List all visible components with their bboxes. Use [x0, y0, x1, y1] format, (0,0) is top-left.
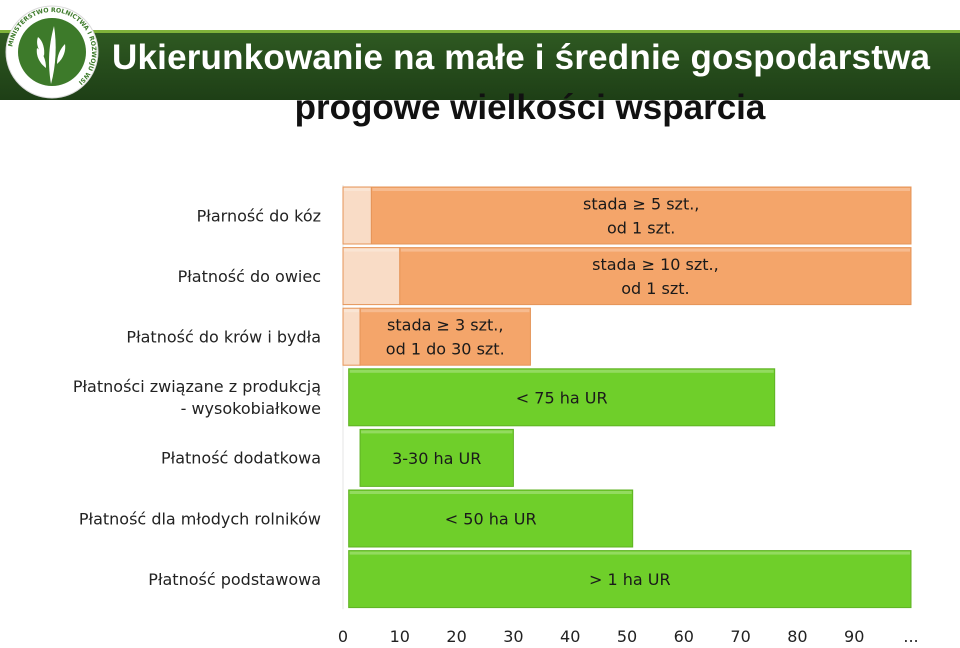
bar: [342, 307, 361, 366]
bar-highlight: [349, 369, 774, 373]
data-label: od 1 szt.: [621, 279, 689, 298]
data-label: stada ≥ 3 szt.,: [387, 316, 503, 335]
x-tick-label: 40: [560, 627, 580, 646]
category-label: Płatność podstawowa: [148, 570, 321, 589]
data-label: stada ≥ 5 szt.,: [583, 195, 699, 214]
wheat-logo-icon: [36, 26, 66, 84]
x-tick-label: 50: [617, 627, 637, 646]
category-label: Płatność do owiec: [178, 267, 321, 286]
bar-highlight: [349, 491, 632, 494]
header-accent-line: [0, 30, 960, 33]
data-label: < 75 ha UR: [516, 388, 608, 407]
x-tick-label: 60: [674, 627, 694, 646]
x-tick-label: ...: [903, 627, 918, 646]
category-label: Płatność dodatkowa: [161, 449, 321, 468]
x-tick-label: 0: [338, 627, 348, 646]
bar-highlight: [361, 309, 530, 313]
data-label: od 1 szt.: [607, 219, 675, 238]
data-label: > 1 ha UR: [589, 570, 671, 589]
x-tick-label: 90: [844, 627, 864, 646]
x-tick-label: 10: [390, 627, 410, 646]
data-label: 3-30 ha UR: [392, 449, 481, 468]
data-label: stada ≥ 10 szt.,: [592, 255, 719, 274]
bar: [348, 489, 634, 548]
data-label: < 50 ha UR: [445, 510, 537, 529]
bar-highlight: [344, 309, 360, 313]
x-tick-label: 80: [787, 627, 807, 646]
category-label: Płatność do krów i bydła: [126, 328, 321, 347]
bar: [342, 186, 372, 245]
bar: [342, 247, 401, 306]
header-band: [0, 30, 960, 100]
category-label: Płatność dla młodych rolników: [79, 509, 321, 528]
bar-highlight: [400, 248, 910, 252]
category-label: Płatności związane z produkcją: [73, 377, 321, 396]
bar-highlight: [344, 248, 399, 252]
bar-highlight: [349, 551, 910, 555]
x-tick-label: 70: [730, 627, 750, 646]
ministry-logo: MINISTERSTWO ROLNICTWA I ROZWOJU WSI: [5, 5, 99, 99]
bar-highlight: [344, 188, 371, 191]
bar: [359, 307, 531, 366]
bar: [359, 428, 514, 487]
x-tick-label: 20: [446, 627, 466, 646]
page-subtitle: progowe wielkości wsparcia: [294, 88, 766, 127]
bar: [348, 368, 776, 427]
category-label: Płarność do kóz: [197, 206, 321, 225]
data-label: od 1 do 30 szt.: [386, 340, 505, 359]
bar: [370, 186, 912, 245]
page-title: Ukierunkowanie na małe i średnie gospoda…: [112, 38, 931, 77]
bar: [399, 247, 912, 306]
category-label: - wysokobiałkowe: [181, 399, 321, 418]
bar-highlight: [372, 188, 910, 191]
bar-highlight: [361, 430, 513, 434]
bar: [348, 550, 912, 609]
x-tick-label: 30: [503, 627, 523, 646]
